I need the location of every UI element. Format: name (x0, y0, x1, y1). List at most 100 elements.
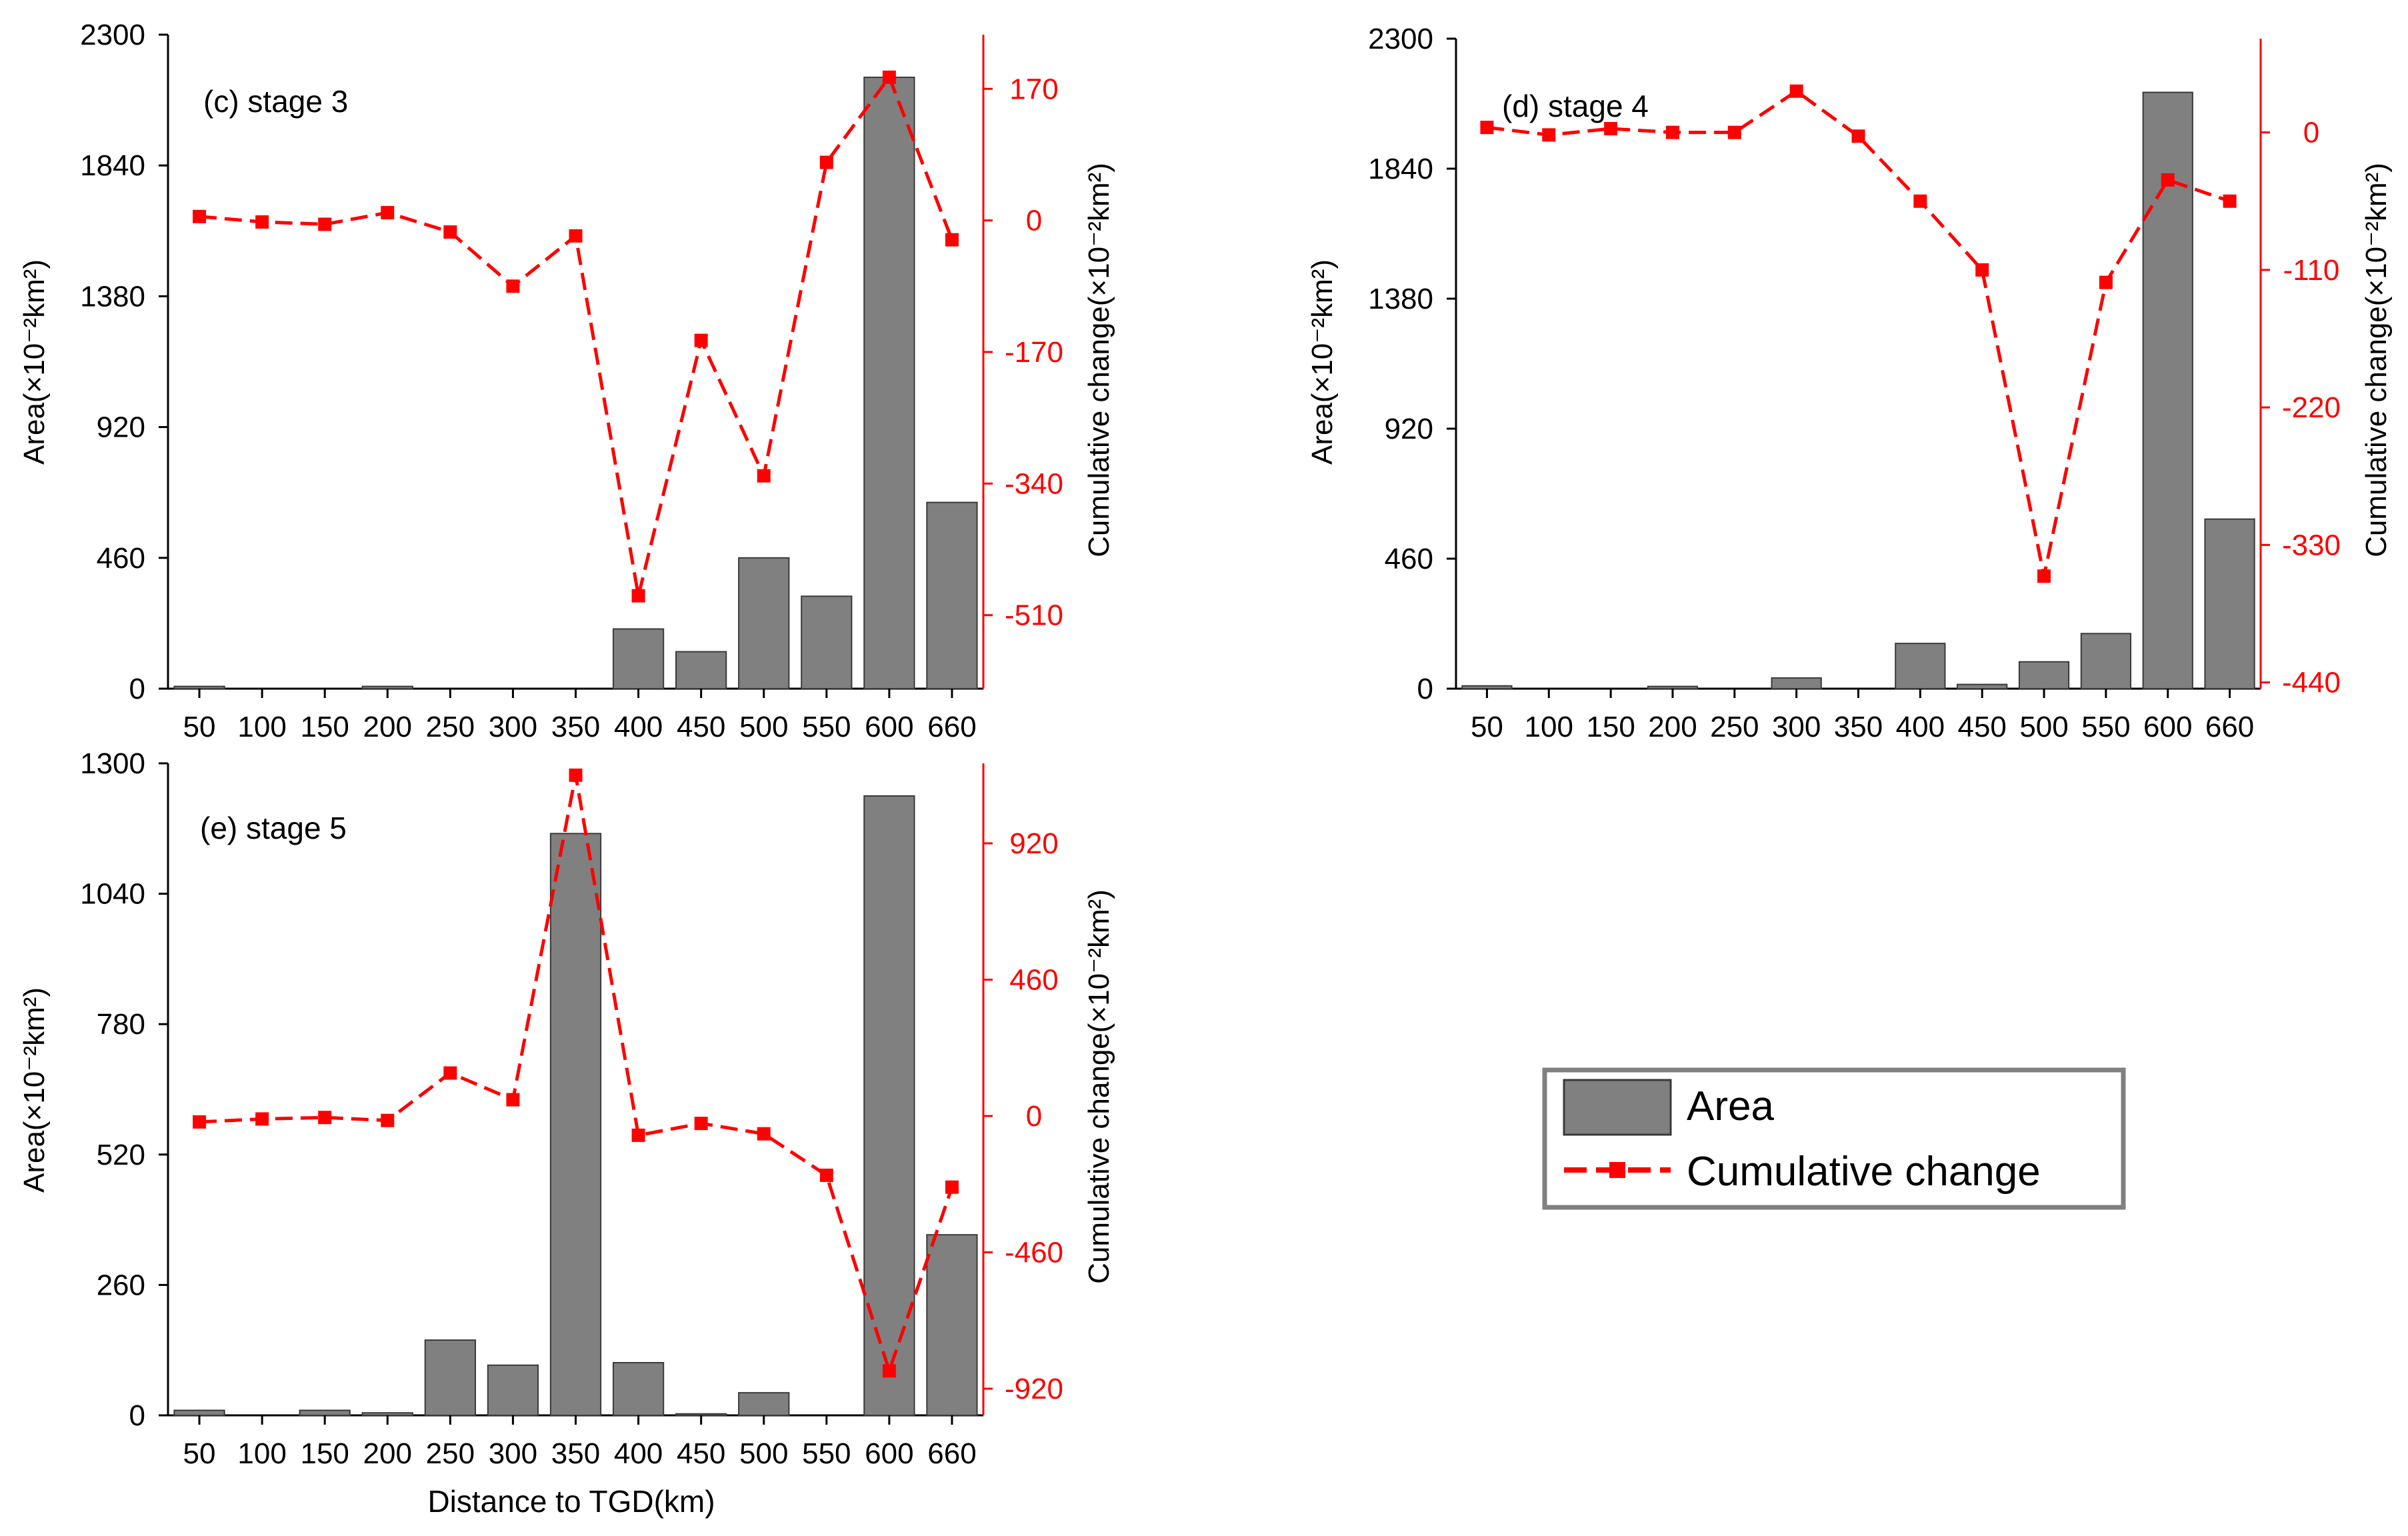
legend-cum-label: Cumulative change (1687, 1149, 2041, 1195)
cumulative-change-point (2037, 569, 2051, 583)
cumulative-change-point (694, 1117, 708, 1131)
x-tick-label: 600 (2143, 711, 2192, 743)
left-y-tick-label: 2300 (80, 19, 145, 51)
x-tick-label: 450 (677, 711, 725, 743)
area-bar (1647, 685, 1699, 689)
cumulative-change-point (757, 469, 771, 483)
left-y-tick-label: 1300 (80, 747, 145, 780)
area-bar (675, 1413, 727, 1417)
x-tick-label: 300 (489, 711, 537, 743)
right-y-tick-label: 0 (2303, 117, 2319, 149)
x-tick-label: 660 (927, 711, 976, 743)
left-y-tick-label: 460 (1385, 543, 1433, 575)
x-tick-label: 400 (1896, 711, 1945, 743)
area-bar (1461, 685, 1513, 689)
cumulative-change-point (631, 589, 645, 603)
area-bar (299, 1409, 351, 1416)
left-y-tick-label: 1380 (1368, 283, 1433, 315)
right-y-tick-label: 0 (1026, 205, 1042, 237)
x-tick-label: 100 (237, 711, 286, 743)
x-tick-label: 50 (183, 711, 216, 743)
chart-e-title: (e) stage 5 (200, 811, 347, 845)
right-y-tick-label: -340 (1005, 467, 1063, 500)
left-y-tick-label: 1840 (80, 149, 145, 182)
area-bar (612, 1362, 665, 1416)
right-y-tick-label: 0 (1026, 1100, 1042, 1133)
left-y-tick-label: 920 (97, 411, 145, 444)
x-tick-label: 300 (489, 1437, 537, 1470)
cumulative-change-point (1851, 129, 1865, 143)
cumulative-change-point (945, 1180, 959, 1194)
right-y-tick-label: 920 (1009, 827, 1058, 860)
cumulative-change-point (506, 279, 520, 293)
area-bar (361, 1412, 413, 1417)
area-bar (863, 76, 915, 689)
x-tick-label: 250 (426, 711, 475, 743)
x-tick-label: 550 (2081, 711, 2130, 743)
cumulative-change-line (1487, 89, 2231, 577)
area-bar (549, 833, 602, 1417)
right-y-tick-label: -920 (1005, 1373, 1063, 1405)
area-bar (424, 1339, 476, 1416)
cumulative-change-point (819, 1168, 833, 1182)
left-y-tick-label: 780 (97, 1008, 145, 1041)
x-tick-label: 500 (739, 711, 788, 743)
chart-stage-5: (e) stage 5 Area(×10⁻²km²) Cumulative ch… (18, 747, 1115, 1519)
x-tick-label: 600 (865, 711, 913, 743)
left-y-tick-label: 460 (97, 542, 145, 575)
cumulative-change-point (1542, 128, 1556, 142)
cumulative-change-point (882, 70, 896, 84)
cumulative-change-point (819, 155, 833, 169)
chart-e-left-ylabel: Area(×10⁻²km²) (18, 987, 51, 1193)
cumulative-change-point (2161, 173, 2175, 187)
cumulative-change-point (506, 1093, 520, 1107)
x-tick-label: 50 (1471, 711, 1503, 743)
area-bar (2018, 661, 2070, 690)
cumulative-change-point (2223, 194, 2237, 208)
x-tick-label: 550 (802, 711, 851, 743)
x-tick-label: 250 (426, 1437, 475, 1470)
cumulative-change-line (199, 73, 954, 597)
left-y-tick-label: 520 (97, 1139, 145, 1171)
area-bar (2204, 518, 2255, 689)
x-tick-label: 500 (739, 1437, 788, 1470)
right-y-tick-label: -510 (1005, 599, 1063, 632)
area-bar (361, 685, 413, 689)
cumulative-change-point (945, 233, 959, 247)
cumulative-change-point (1604, 122, 1618, 135)
area-bar (738, 1392, 790, 1417)
area-bar (612, 628, 665, 689)
x-tick-label: 100 (237, 1437, 286, 1470)
chart-d-title: (d) stage 4 (1502, 89, 1649, 123)
left-y-tick-label: 2300 (1368, 23, 1433, 55)
x-tick-label: 150 (300, 1437, 349, 1470)
x-tick-label: 660 (2205, 711, 2254, 743)
area-bar (738, 557, 790, 689)
cumulative-change-point (255, 1112, 269, 1126)
cumulative-change-point (569, 768, 583, 782)
cumulative-change-point (1975, 263, 1989, 277)
area-bar (1895, 643, 1946, 689)
chart-c-left-ylabel: Area(×10⁻²km²) (18, 259, 51, 465)
area-bar (1957, 683, 2008, 690)
cumulative-change-point (381, 1113, 395, 1127)
x-tick-label: 200 (363, 711, 412, 743)
right-y-tick-label: -220 (2282, 391, 2341, 424)
chart-stage-4: (d) stage 4 Area(×10⁻²km²) Cumulative ch… (1306, 23, 2393, 743)
area-bar (926, 1234, 978, 1416)
cumulative-change-point (443, 225, 457, 239)
area-bar (2080, 633, 2132, 690)
x-tick-label: 350 (551, 711, 600, 743)
right-y-tick-label: -170 (1005, 336, 1063, 369)
cumulative-change-point (694, 333, 708, 347)
x-tick-label: 200 (363, 1437, 412, 1470)
x-tick-label: 350 (551, 1437, 600, 1470)
cumulative-change-point (757, 1127, 771, 1141)
chart-stage-3: (c) stage 3 Area(×10⁻²km²) Cumulative ch… (18, 19, 1115, 743)
x-tick-label: 100 (1525, 711, 1573, 743)
cumulative-change-point (1665, 125, 1679, 139)
x-tick-label: 150 (1586, 711, 1635, 743)
chart-d-right-ylabel: Cumulative change(×10⁻²km²) (2360, 163, 2393, 557)
area-bar (675, 651, 727, 690)
